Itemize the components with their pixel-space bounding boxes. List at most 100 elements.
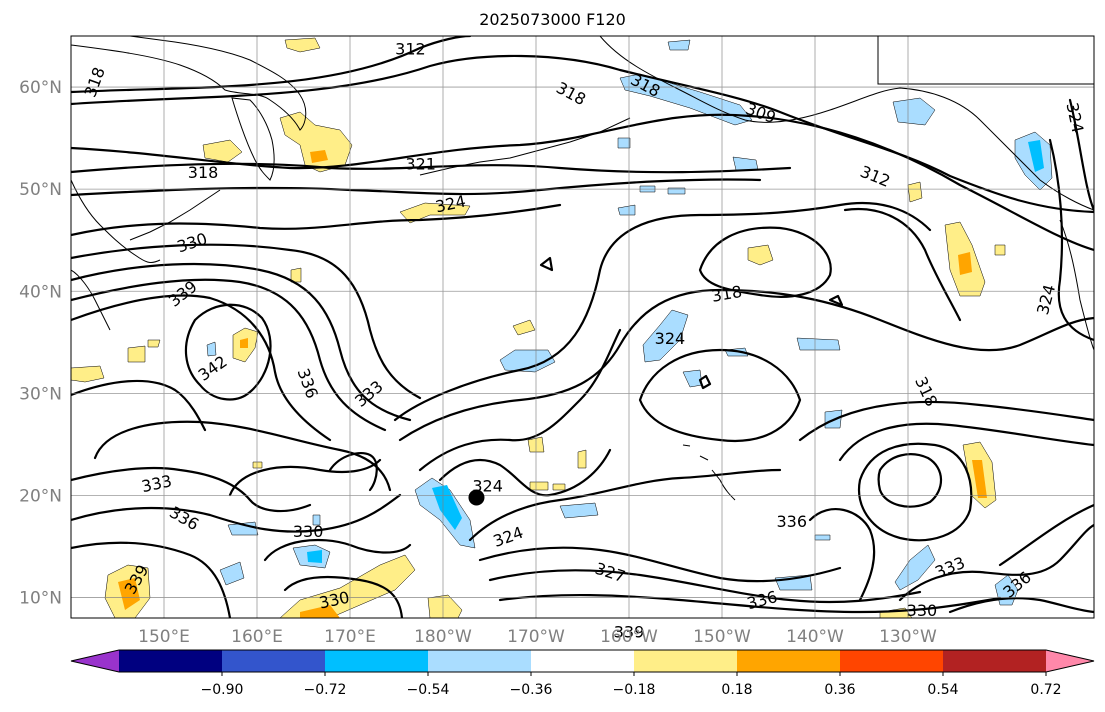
shade-negative <box>796 337 841 351</box>
gridlines <box>71 36 1094 618</box>
contour-line <box>638 348 802 442</box>
coastline-asia <box>71 36 307 131</box>
contour-line <box>71 379 207 432</box>
contour-line <box>843 208 962 322</box>
contour-label-22: 330 <box>293 522 324 541</box>
contour-line <box>71 203 562 237</box>
shade-negative <box>432 485 462 530</box>
storm-center-marker <box>468 489 485 506</box>
contour-line <box>71 493 402 533</box>
contour-line <box>71 294 332 442</box>
contour-line <box>71 54 1094 214</box>
shade-negative <box>617 137 631 149</box>
shade-negative <box>1028 140 1044 172</box>
contour-line <box>898 523 1094 602</box>
theta-contours <box>71 36 1094 618</box>
contour-line <box>539 256 554 272</box>
colorbar <box>70 649 1095 673</box>
contour-line <box>71 113 1094 252</box>
contour-label-3: 321 <box>405 155 436 174</box>
contour-line <box>71 541 232 618</box>
contour-line <box>71 466 312 513</box>
shade-positive <box>252 461 263 469</box>
colorbar-label-2: −0.54 <box>407 682 450 698</box>
contour-line <box>1048 138 1094 342</box>
coastline-canada-box <box>877 36 1094 85</box>
lon-label-7: 140°W <box>786 627 844 647</box>
shade-positive <box>399 202 471 224</box>
colorbar-label-6: 0.36 <box>824 682 855 698</box>
contour-line <box>418 328 622 472</box>
colorbar-swatch-10 <box>1046 650 1094 672</box>
lon-label-1: 160°E <box>231 627 283 647</box>
shade-positive <box>202 139 243 163</box>
contour-line <box>184 303 272 401</box>
shade-negative <box>499 349 556 373</box>
shade-positive <box>747 244 774 266</box>
contour-label-14: 324 <box>655 329 686 348</box>
shade-negative <box>312 514 321 526</box>
coastline-north-america <box>1059 219 1094 351</box>
colorbar-label-4: −0.18 <box>613 682 656 698</box>
contour-line <box>438 448 612 497</box>
shade-positive <box>972 460 987 498</box>
contour-line <box>478 546 842 583</box>
shade-positive <box>310 150 328 163</box>
contour-line <box>328 452 378 492</box>
lon-label-2: 170°E <box>324 627 376 647</box>
lon-label-6: 150°W <box>693 627 751 647</box>
shade-positive <box>284 37 321 53</box>
shade-negative <box>307 550 322 563</box>
colorbar-swatch-2 <box>222 650 325 672</box>
lon-label-0: 150°E <box>138 627 190 647</box>
lon-label-8: 130°W <box>879 627 937 647</box>
shade-positive <box>290 267 302 283</box>
colorbar-swatch-7 <box>737 650 840 672</box>
contour-line <box>698 374 712 390</box>
lat-label-3: 40°N <box>19 282 62 302</box>
lat-label-1: 20°N <box>19 486 62 506</box>
contour-line <box>228 458 382 497</box>
colorbar-label-7: 0.54 <box>927 682 958 698</box>
shade-positive <box>907 181 923 203</box>
colorbar-swatch-9 <box>943 650 1046 672</box>
lat-label-0: 10°N <box>19 589 62 609</box>
shade-negative <box>894 544 936 591</box>
contour-line <box>93 420 392 492</box>
shade-positive <box>958 252 972 275</box>
contour-line <box>283 575 404 618</box>
contour-line <box>838 422 1094 462</box>
coastline-aleutians <box>419 117 631 176</box>
contour-line <box>488 569 922 604</box>
colorbar-label-3: −0.36 <box>510 682 553 698</box>
shade-negative <box>559 502 599 519</box>
shade-positive <box>147 339 161 348</box>
contour-line <box>808 508 876 602</box>
colorbar-label-0: −0.90 <box>201 682 244 698</box>
colorbar-swatch-1 <box>119 650 222 672</box>
shade-negative <box>206 341 217 357</box>
shade-positive <box>279 554 416 618</box>
shade-negative <box>227 521 259 536</box>
lat-label-2: 30°N <box>19 384 62 404</box>
shade-negative <box>642 309 689 363</box>
colorbar-swatch-3 <box>325 650 428 672</box>
colorbar-swatch-6 <box>634 650 737 672</box>
map-title: 2025073000 F120 <box>479 10 626 29</box>
shade-negative <box>814 534 831 541</box>
colorbar-labels: −0.90 −0.72 −0.54 −0.36 −0.18 0.18 0.36 0.54 0.7… <box>201 672 1062 698</box>
contour-line <box>71 278 387 432</box>
shade-negative <box>667 39 691 51</box>
colorbar-outline <box>70 649 1095 673</box>
colorbar-swatch-4 <box>428 650 531 672</box>
contour-line <box>1068 98 1094 212</box>
contour-label-0: 312 <box>395 39 426 58</box>
shade-positive <box>577 449 587 469</box>
shade-positive <box>427 594 463 618</box>
contour-line <box>857 442 973 542</box>
contour-label-30: 330 <box>907 601 938 620</box>
contour-line <box>877 453 943 508</box>
shade-positive <box>300 605 340 618</box>
